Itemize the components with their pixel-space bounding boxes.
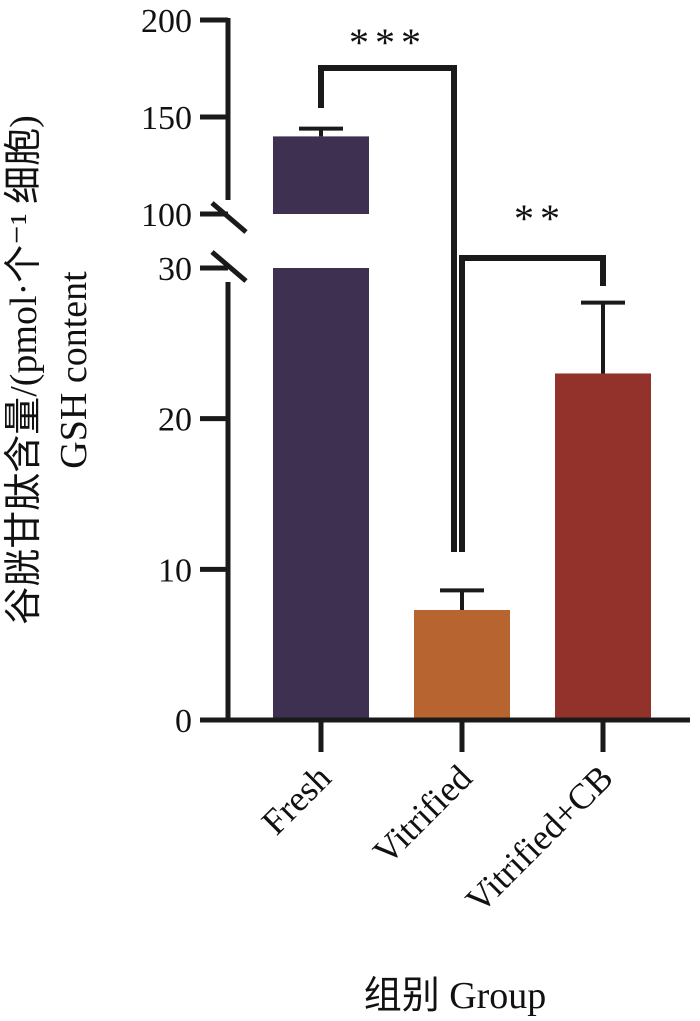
error-bars-group <box>299 126 625 611</box>
axes-group <box>200 17 690 752</box>
y-tick-label: 30 <box>158 251 192 288</box>
y-tick-label: 20 <box>158 402 192 439</box>
y-tick-label: 0 <box>175 703 192 740</box>
axis-break-mark <box>210 201 248 234</box>
bar-fresh-upper <box>273 136 369 214</box>
x-axis-label: 组别 Group <box>364 975 547 1017</box>
significance-bracket <box>459 255 606 552</box>
x-tick-label: Vitrified <box>365 757 479 871</box>
bar-fresh-lower <box>273 268 369 720</box>
significance-label: ** <box>514 196 566 241</box>
significance-bracket <box>318 65 457 552</box>
y-tick-label: 200 <box>141 3 192 40</box>
bar-vitrified <box>414 610 510 720</box>
y-tick-label: 100 <box>141 197 192 234</box>
y-axis-label-cn: 谷胱甘肽含量/(pmol·个⁻¹ 细胞) <box>3 115 45 625</box>
axis-break-mark <box>210 250 248 283</box>
significance-brackets <box>318 65 606 552</box>
y-axis-label-en: GSH content <box>53 271 95 469</box>
significance-label: *** <box>349 20 427 65</box>
bar-vitrified-cb <box>555 373 651 720</box>
x-tick-label: Vitrified+CB <box>458 757 621 920</box>
bars-group <box>273 136 651 720</box>
y-tick-label: 150 <box>141 100 192 137</box>
x-tick-label: Fresh <box>254 757 339 842</box>
y-tick-label: 10 <box>158 552 192 589</box>
